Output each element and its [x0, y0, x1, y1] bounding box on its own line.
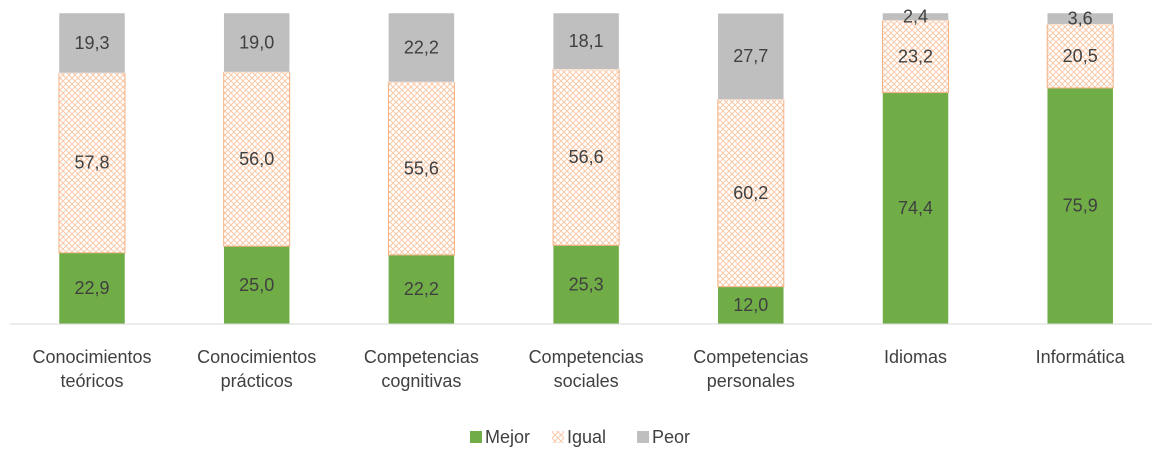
data-label: 2,4: [903, 6, 928, 26]
bar-segment: [882, 12, 949, 21]
x-tick-label: Competencias cognitivas: [363, 347, 479, 391]
x-tick-label: Conocimientos teóricos: [32, 347, 152, 391]
data-label: 55,6: [404, 158, 439, 178]
data-label: 19,3: [74, 33, 109, 53]
bar-segment: [387, 81, 455, 256]
bar-segment: [717, 98, 785, 288]
data-label: 22,9: [74, 278, 109, 298]
bar-segment: [717, 286, 785, 325]
legend-label: Mejor: [485, 427, 530, 447]
x-tick-label: Competencias personales: [693, 347, 809, 391]
data-label: 3,6: [1068, 8, 1093, 28]
data-label: 19,0: [239, 32, 274, 52]
x-tick-label: Competencias sociales: [528, 347, 644, 391]
data-label: 22,2: [404, 279, 439, 299]
bar-segment: [58, 252, 126, 325]
data-label: 27,7: [733, 46, 768, 66]
bar-segment: [58, 12, 126, 74]
bar-segment: [388, 254, 455, 325]
bar-segment: [552, 12, 620, 70]
bar-segment: [58, 72, 126, 254]
data-label: 18,1: [569, 31, 604, 51]
data-label: 56,0: [239, 149, 274, 169]
data-label: 56,6: [569, 147, 604, 167]
bar-segment: [388, 12, 455, 83]
data-label: 74,4: [898, 198, 933, 218]
legend-swatch: [470, 431, 482, 443]
bar-segment: [1046, 23, 1114, 89]
bar-segment: [882, 92, 949, 325]
bar-segment: [223, 71, 291, 247]
legend-swatch: [637, 431, 649, 443]
x-tick-label: Conocimientos prácticos: [197, 347, 317, 391]
data-label: 22,2: [404, 37, 439, 57]
data-label: 20,5: [1063, 46, 1098, 66]
data-label: 25,0: [239, 275, 274, 295]
bar-segment: [717, 13, 785, 100]
bar-segment: [1046, 87, 1114, 325]
x-tick-label: Idiomas: [883, 347, 948, 367]
legend-label: Igual: [567, 427, 606, 447]
data-label: 23,2: [898, 46, 933, 66]
bar-segment: [882, 19, 949, 94]
data-label: 12,0: [733, 295, 768, 315]
legend-swatch: [552, 431, 564, 443]
bar-segment: [552, 245, 620, 325]
bar-segment: [1046, 12, 1114, 25]
data-label: 25,3: [569, 274, 604, 294]
data-label: 57,8: [74, 153, 109, 173]
data-label: 75,9: [1063, 196, 1098, 216]
data-label: 60,2: [733, 183, 768, 203]
x-tick-label: Informática: [1035, 347, 1125, 367]
bar-segment: [552, 68, 620, 246]
bar-segment: [223, 12, 290, 73]
legend-label: Peor: [652, 427, 690, 447]
